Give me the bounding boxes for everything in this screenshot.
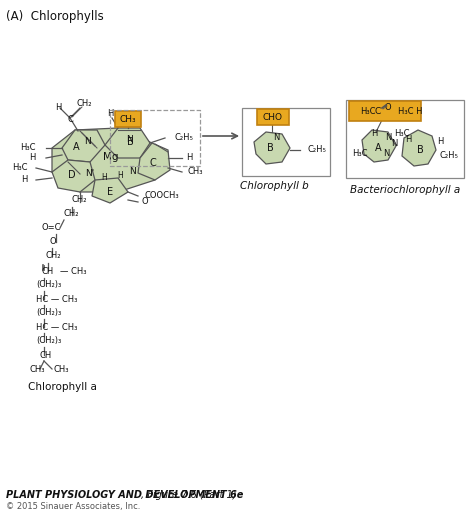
Text: (A)  Chlorophylls: (A) Chlorophylls: [6, 10, 104, 23]
Text: CH: CH: [40, 350, 52, 360]
Text: PLANT PHYSIOLOGY AND DEVELOPMENT 6e, Figure 7.6 (Part 1): PLANT PHYSIOLOGY AND DEVELOPMENT 6e, Fig…: [6, 490, 314, 500]
Text: A: A: [73, 142, 79, 152]
Text: A: A: [374, 143, 381, 153]
Text: H: H: [405, 135, 411, 145]
Text: HC — CH₃: HC — CH₃: [36, 323, 77, 331]
Text: H₃C H: H₃C H: [398, 107, 422, 115]
FancyBboxPatch shape: [349, 101, 421, 121]
Text: H₃C: H₃C: [20, 144, 36, 152]
Polygon shape: [362, 130, 396, 162]
Text: H: H: [107, 109, 113, 119]
Text: C₂H₅: C₂H₅: [440, 151, 459, 161]
Polygon shape: [52, 160, 95, 192]
Text: H: H: [437, 137, 443, 147]
Text: CH₃: CH₃: [54, 365, 70, 374]
Text: N: N: [391, 140, 397, 148]
Text: Chlorophyll a: Chlorophyll a: [28, 382, 97, 392]
Text: CH₃: CH₃: [30, 365, 46, 374]
Text: N: N: [383, 149, 389, 159]
Text: H: H: [117, 171, 123, 181]
Text: N: N: [385, 133, 391, 143]
Text: Bacteriochlorophyll a: Bacteriochlorophyll a: [350, 185, 460, 195]
Text: , Figure 7.6 (Part 1): , Figure 7.6 (Part 1): [141, 490, 236, 500]
Text: H₃C: H₃C: [352, 149, 367, 159]
Bar: [242, 108, 330, 176]
Polygon shape: [52, 128, 155, 192]
Text: H: H: [371, 129, 377, 139]
Text: D: D: [68, 170, 76, 180]
Text: Chlorophyll b: Chlorophyll b: [240, 181, 309, 191]
Text: H: H: [55, 104, 61, 112]
Text: HC — CH₃: HC — CH₃: [36, 294, 77, 304]
Text: CH₂: CH₂: [64, 208, 80, 218]
Text: CHO: CHO: [263, 112, 283, 122]
Text: COOCH₃: COOCH₃: [145, 191, 180, 201]
Text: N: N: [85, 136, 91, 146]
Text: B: B: [417, 145, 423, 155]
Text: O: O: [50, 238, 56, 247]
Text: CH: CH: [42, 266, 54, 275]
Text: PLANT PHYSIOLOGY AND DEVELOPMENT 6e: PLANT PHYSIOLOGY AND DEVELOPMENT 6e: [6, 490, 243, 500]
Text: CH₃: CH₃: [120, 114, 137, 124]
Text: N: N: [129, 168, 137, 176]
Text: C₂H₅: C₂H₅: [308, 146, 327, 154]
Text: CH₂: CH₂: [46, 251, 62, 261]
FancyBboxPatch shape: [115, 111, 141, 127]
Text: H₃C: H₃C: [360, 107, 375, 115]
Text: H₃C: H₃C: [12, 163, 28, 171]
Polygon shape: [92, 178, 128, 203]
Text: C: C: [375, 107, 381, 115]
Text: CH₂: CH₂: [72, 195, 88, 205]
Polygon shape: [402, 130, 436, 166]
Text: H₃C: H₃C: [394, 129, 410, 139]
Text: B: B: [127, 137, 133, 147]
Bar: [346, 100, 464, 178]
Text: O=C: O=C: [42, 224, 62, 232]
Bar: [110, 110, 200, 166]
Text: H: H: [101, 172, 107, 182]
Text: N: N: [273, 133, 279, 143]
Text: C: C: [150, 158, 156, 168]
Text: E: E: [107, 187, 113, 197]
Text: N: N: [127, 134, 133, 144]
Text: C: C: [67, 115, 73, 125]
Text: © 2015 Sinauer Associates, Inc.: © 2015 Sinauer Associates, Inc.: [6, 502, 140, 511]
Polygon shape: [138, 143, 170, 180]
Text: (CH₂)₃: (CH₂)₃: [36, 308, 61, 318]
Text: N': N': [85, 169, 95, 179]
Text: B: B: [266, 143, 273, 153]
Text: O: O: [142, 198, 149, 207]
Text: H: H: [22, 175, 28, 185]
Text: Mg: Mg: [103, 152, 119, 162]
Polygon shape: [105, 128, 150, 158]
Text: H: H: [29, 153, 36, 163]
Text: (CH₂)₃: (CH₂)₃: [36, 281, 61, 289]
Text: — CH₃: — CH₃: [60, 266, 86, 275]
Text: C₂H₅: C₂H₅: [175, 133, 194, 143]
Text: (CH₂)₃: (CH₂)₃: [36, 337, 61, 345]
Text: H: H: [186, 153, 192, 163]
FancyBboxPatch shape: [257, 109, 289, 125]
Text: CH₂: CH₂: [76, 100, 92, 109]
Polygon shape: [62, 130, 105, 162]
Text: O: O: [385, 104, 392, 112]
Text: CH₃: CH₃: [188, 168, 203, 176]
Polygon shape: [254, 132, 290, 164]
